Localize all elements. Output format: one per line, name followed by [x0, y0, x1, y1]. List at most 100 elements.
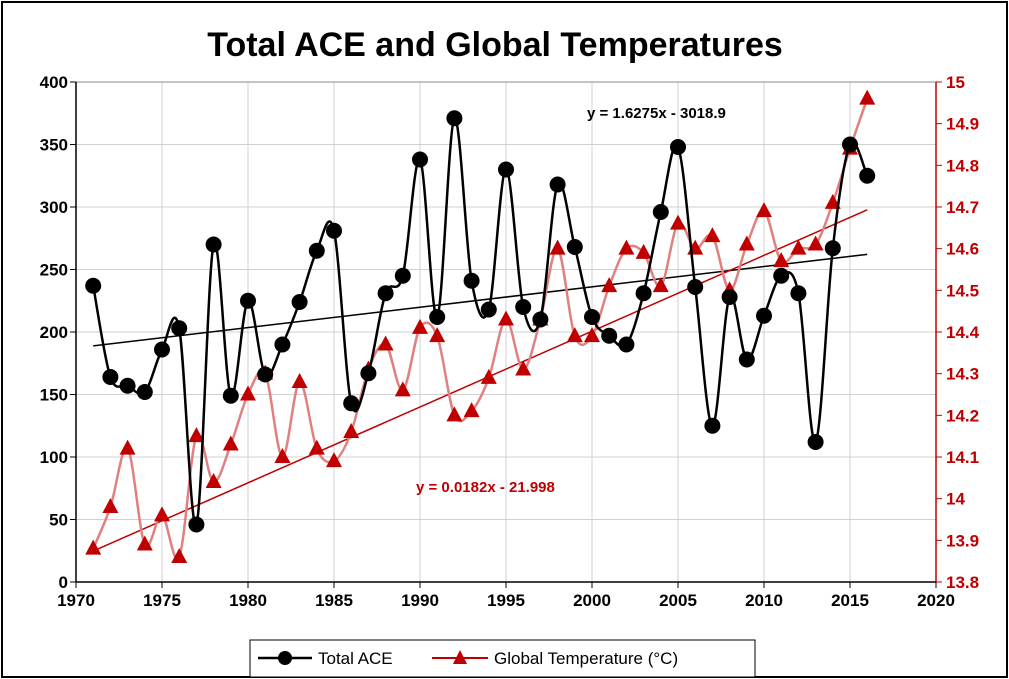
temp-point	[429, 327, 446, 343]
y-right-tick-label: 14.4	[946, 323, 980, 342]
y-right-tick-label: 14.9	[946, 115, 979, 134]
ace-point	[618, 336, 635, 353]
ace-point	[566, 239, 583, 255]
temp-point	[463, 402, 480, 418]
legend-ace-label: Total ACE	[318, 649, 393, 668]
y-left-tick-label: 250	[40, 261, 68, 280]
y-left-tick-label: 50	[49, 511, 68, 530]
temp-point	[824, 193, 841, 209]
ace-trend-equation: y = 1.6275x - 3018.9	[587, 105, 726, 122]
temp-point	[635, 243, 652, 259]
ace-point	[670, 139, 686, 155]
axes: 0 50 100 150 200 250 300 350 400 13.8 13.9 14 14.1 14…	[40, 73, 980, 610]
temp-point	[308, 439, 325, 455]
ace-point	[549, 176, 566, 193]
ace-point	[240, 292, 256, 309]
legend-box	[249, 639, 756, 678]
temp-point	[377, 335, 394, 351]
y-left-tick-label: 400	[40, 73, 68, 92]
x-tick-label: 1975	[143, 591, 181, 610]
temp-point	[790, 239, 807, 255]
y-right-tick-label: 14.6	[946, 240, 979, 259]
y-right-tick-label: 14.1	[946, 448, 979, 467]
temp-point	[136, 535, 153, 551]
temp-point	[240, 385, 256, 401]
ace-point	[773, 267, 790, 284]
temp-point	[584, 327, 600, 343]
y-left-tick-label: 200	[40, 323, 68, 342]
ace-point	[807, 434, 824, 450]
temp-point	[807, 235, 824, 251]
ace-point	[756, 307, 772, 324]
temp-point	[515, 360, 532, 376]
chart-title: Total ACE and Global Temperatures	[207, 26, 783, 64]
ace-point	[635, 285, 652, 302]
ace-point	[394, 267, 411, 284]
ace-point	[291, 294, 308, 310]
y-left-tick-label: 100	[40, 448, 68, 467]
y-right-tick-label: 14	[946, 490, 965, 509]
temp-trend-equation: y = 0.0182x - 21.998	[416, 479, 555, 496]
ace-point	[343, 395, 360, 412]
temp-point	[670, 214, 686, 230]
temp-point	[480, 368, 497, 384]
y-right-tick-label: 13.8	[946, 573, 979, 592]
ace-point	[498, 161, 514, 178]
x-tick-label: 2005	[659, 591, 697, 610]
ace-point	[188, 516, 205, 533]
temp-point	[394, 381, 411, 397]
ace-point	[532, 311, 549, 328]
ace-point	[377, 285, 394, 302]
y-right-tick-label: 14.5	[946, 281, 979, 300]
x-tick-label: 2015	[831, 591, 869, 610]
ace-point	[154, 341, 170, 358]
ace-point	[515, 299, 532, 315]
ace-point	[326, 222, 342, 239]
x-tick-label: 1990	[401, 591, 439, 610]
x-tick-label: 1980	[229, 591, 267, 610]
y-right-tick-label: 14.8	[946, 156, 979, 175]
y-left-tick-label: 0	[59, 573, 68, 592]
temp-point	[704, 227, 721, 243]
ace-point	[222, 387, 239, 404]
temp-point	[291, 373, 308, 388]
y-left-tick-label: 300	[40, 198, 68, 217]
ace-point	[842, 136, 858, 153]
ace-point	[257, 366, 274, 383]
temp-point	[773, 252, 790, 268]
ace-point	[102, 369, 119, 385]
temp-point	[171, 548, 188, 563]
x-tick-label: 1995	[487, 591, 525, 610]
ace-point	[308, 242, 325, 259]
ace-point	[412, 151, 428, 168]
x-tick-label: 2020	[917, 591, 955, 610]
temp-trendline	[92, 209, 868, 552]
ace-point	[601, 327, 618, 344]
legend-temp-label: Global Temperature (°C)	[494, 649, 678, 668]
ace-point	[859, 167, 876, 184]
temp-point	[222, 435, 239, 451]
temp-point	[756, 202, 772, 218]
temp-point	[343, 423, 360, 438]
legend-ace-marker	[278, 651, 292, 665]
x-tick-label: 2010	[745, 591, 783, 610]
ace-point	[446, 110, 463, 127]
ace-point	[738, 351, 755, 368]
x-tick-label: 1985	[315, 591, 353, 610]
ace-point	[85, 277, 102, 294]
temp-point	[326, 452, 342, 468]
temp-point	[618, 239, 635, 255]
temp-point	[85, 539, 102, 555]
temp-point	[601, 277, 618, 293]
ace-point	[463, 272, 480, 289]
y-right-tick-label: 14.2	[946, 406, 979, 425]
temp-point	[119, 439, 136, 455]
legend: Total ACE Global Temperature (°C)	[249, 639, 756, 678]
temp-point	[566, 327, 583, 343]
temp-point	[652, 277, 669, 293]
x-tick-label: 2000	[573, 591, 611, 610]
ace-point	[721, 289, 738, 305]
